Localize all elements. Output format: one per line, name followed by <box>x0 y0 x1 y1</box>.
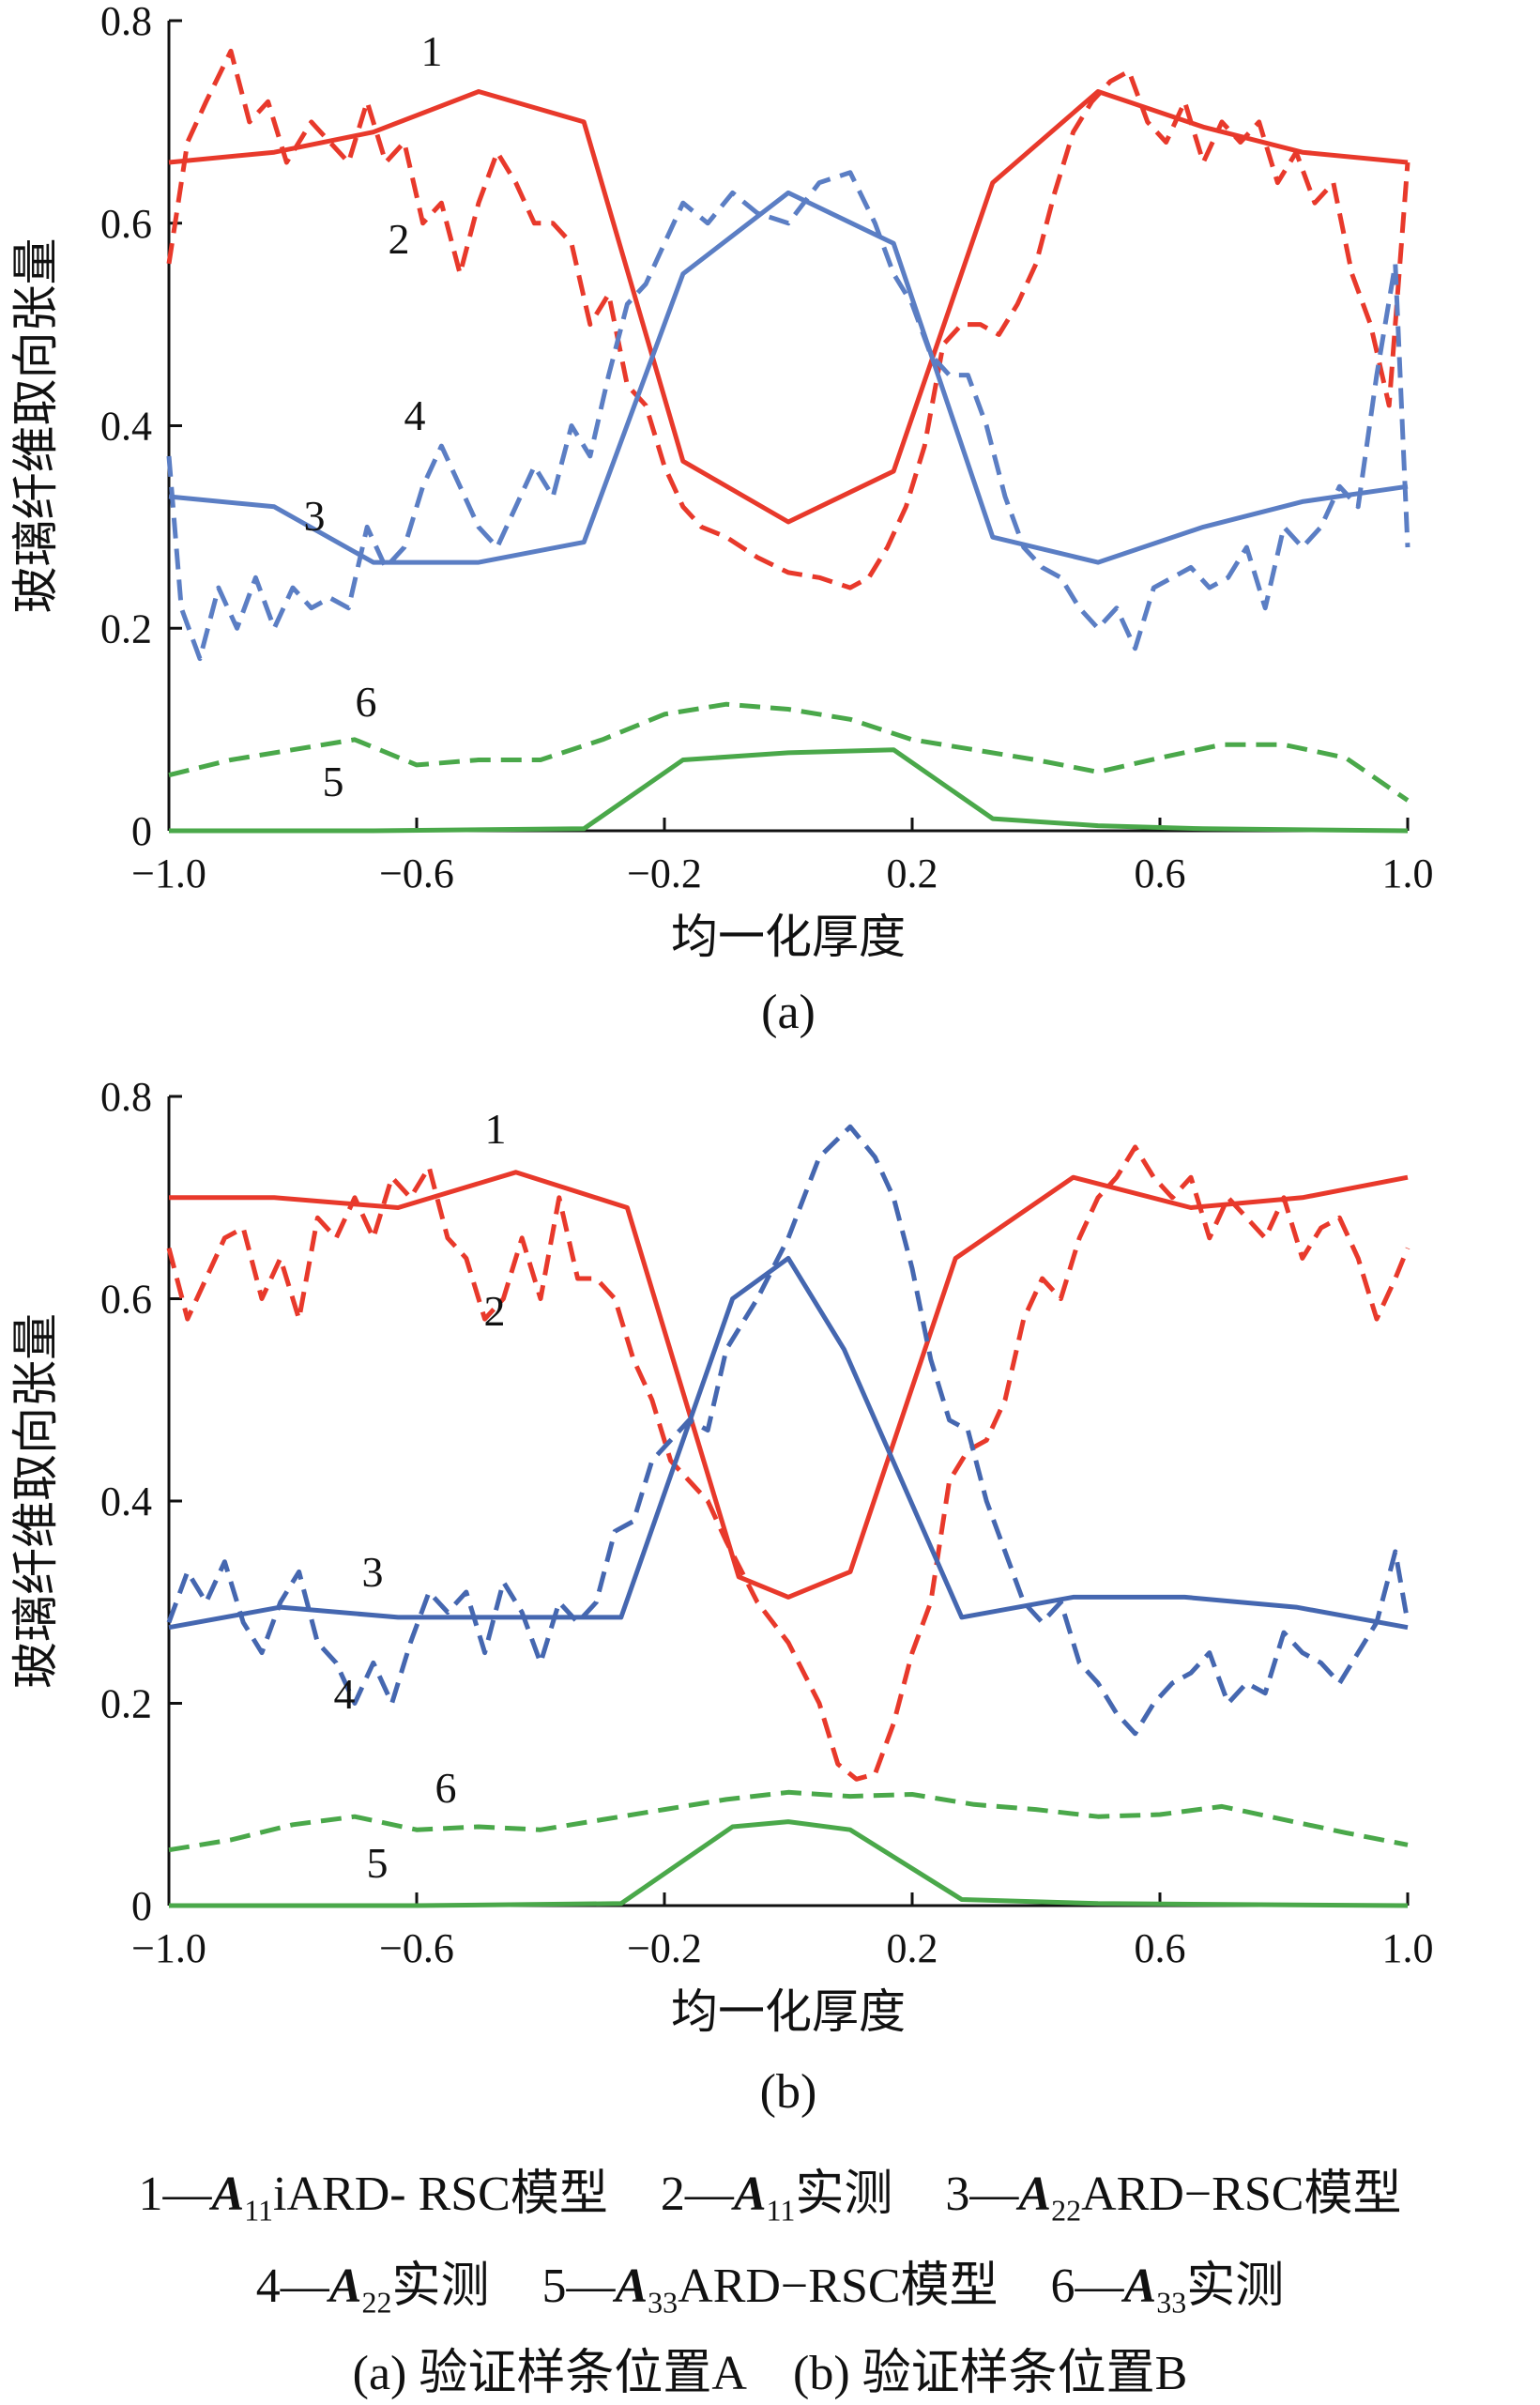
legend-symbol: A <box>615 2259 648 2313</box>
legend-symbol: A <box>1018 2168 1052 2221</box>
x-tick-label: −1.0 <box>131 850 206 896</box>
y-tick-label: 0.8 <box>100 1074 152 1120</box>
legend-line-1: 1—A11iARD- RSC模型 2—A11实测 3—A22ARD−RSC模型 <box>0 2164 1540 2241</box>
panel-caption: (b) <box>760 2065 817 2119</box>
figure-caption: (a) 验证样条位置A (b) 验证样条位置B <box>352 2347 1188 2400</box>
y-tick-label: 0.6 <box>100 201 152 247</box>
legend-item-6: 6—A33实测 <box>1050 2259 1285 2319</box>
series-label-4: 4 <box>334 1670 356 1718</box>
x-tick-label: 0.6 <box>1135 1925 1186 1971</box>
series-line-4-measured <box>166 170 1410 662</box>
y-tick-label: 0.8 <box>100 0 152 44</box>
series-label-6: 6 <box>435 1764 457 1812</box>
series-label-3: 3 <box>362 1548 384 1596</box>
legend-text: 实测 <box>795 2168 893 2221</box>
x-axis-title: 均一化厚度 <box>671 1984 906 2039</box>
legend-number: 4— <box>255 2259 329 2313</box>
series-line-5-model <box>169 1819 1409 1908</box>
chart-panel-a: 0 0.2 0.4 0.6 0.8 −1.0 −0.6 −0.2 0.2 0.6 1.0 1 2 3 4 56… <box>8 0 1434 1039</box>
legend-number: 2— <box>660 2168 734 2221</box>
legend-number: 1— <box>138 2168 212 2221</box>
x-axis-title: 均一化厚度 <box>671 910 906 964</box>
legend-item-3: 3—A22ARD−RSC模型 <box>945 2168 1402 2227</box>
legend-text: iARD- RSC模型 <box>273 2168 608 2221</box>
series-line-1-model <box>168 89 1409 525</box>
series-line-3-model <box>168 190 1409 565</box>
legend-number: 6— <box>1050 2259 1124 2313</box>
series-label-2: 2 <box>389 215 410 263</box>
series-label-1: 1 <box>485 1105 507 1153</box>
x-tick-label: 1.0 <box>1382 850 1434 896</box>
y-tick-label: 0 <box>131 808 152 854</box>
series-label-1: 1 <box>421 27 443 75</box>
series-line-6-measured <box>168 701 1410 803</box>
legend-symbol: A <box>328 2259 362 2313</box>
x-tick-label: −0.6 <box>379 850 454 896</box>
legend-subscript: 22 <box>1051 2193 1082 2228</box>
x-tick-label: 0.2 <box>887 850 938 896</box>
legend-item-2: 2—A11实测 <box>660 2168 893 2227</box>
y-tick-label: 0.2 <box>100 1681 152 1727</box>
panel-caption: (a) <box>761 986 816 1039</box>
series-label-5: 5 <box>367 1839 389 1887</box>
legend-subscript: 33 <box>1156 2285 1187 2320</box>
legend-symbol: A <box>733 2168 767 2221</box>
series-label-5: 5 <box>323 758 344 805</box>
x-tick-label: 0.6 <box>1135 850 1186 896</box>
y-axis-title: 玻璃纤维取向张量 <box>8 1313 63 1689</box>
y-tick-label: 0.4 <box>100 404 152 450</box>
legend-subscript: 22 <box>361 2285 392 2320</box>
series-line-5-model <box>169 747 1409 834</box>
x-tick-label: −1.0 <box>131 1925 206 1971</box>
series-line-1-model <box>169 1170 1409 1600</box>
legend-text: 实测 <box>391 2259 490 2313</box>
y-axis-title: 玻璃纤维取向张量 <box>8 238 63 614</box>
series-label-4: 4 <box>404 391 426 439</box>
legend-text: ARD−RSC模型 <box>1081 2168 1402 2221</box>
legend-number: 5— <box>541 2259 616 2313</box>
legend-item-1: 1—A11iARD- RSC模型 <box>138 2168 608 2227</box>
y-tick-label: 0 <box>131 1883 152 1929</box>
chart-panel-b: 0 0.2 0.4 0.6 0.8 −1.0 −0.6 −0.2 0.2 0.6 1.0 1 2 3 4 56… <box>8 1074 1434 2119</box>
legend-item-4: 4—A22实测 <box>255 2259 490 2319</box>
x-tick-label: 0.2 <box>887 1925 938 1971</box>
x-tick-label: −0.6 <box>379 1925 454 1971</box>
legend-line-2: 4—A22实测 5—A33ARD−RSC模型 6—A33实测 <box>0 2256 1540 2333</box>
legend-number: 3— <box>945 2168 1019 2221</box>
series-line-2-measured <box>166 1144 1410 1782</box>
x-tick-label: −0.2 <box>627 850 702 896</box>
x-tick-label: −0.2 <box>627 1925 702 1971</box>
legend-item-5: 5—A33ARD−RSC模型 <box>541 2259 999 2319</box>
series-line-3-model <box>168 1255 1409 1631</box>
legend-text: 实测 <box>1186 2259 1285 2313</box>
legend-symbol: A <box>211 2168 245 2221</box>
series-line-4-measured <box>166 1124 1410 1737</box>
legend-symbol: A <box>1123 2259 1157 2313</box>
legend-subscript: 33 <box>648 2285 679 2320</box>
series-line-6-measured <box>168 1789 1409 1853</box>
series-line-2-measured <box>166 48 1410 590</box>
legend-subscript: 11 <box>766 2193 796 2228</box>
y-tick-label: 0.6 <box>100 1277 152 1323</box>
x-tick-label: 1.0 <box>1382 1925 1434 1971</box>
series-label-2: 2 <box>484 1287 506 1335</box>
legend-subscript: 11 <box>244 2193 274 2228</box>
y-tick-label: 0.4 <box>100 1478 152 1524</box>
y-tick-label: 0.2 <box>100 605 152 651</box>
series-label-3: 3 <box>304 492 326 540</box>
series-label-6: 6 <box>356 678 377 726</box>
legend-text: ARD−RSC模型 <box>678 2259 999 2313</box>
